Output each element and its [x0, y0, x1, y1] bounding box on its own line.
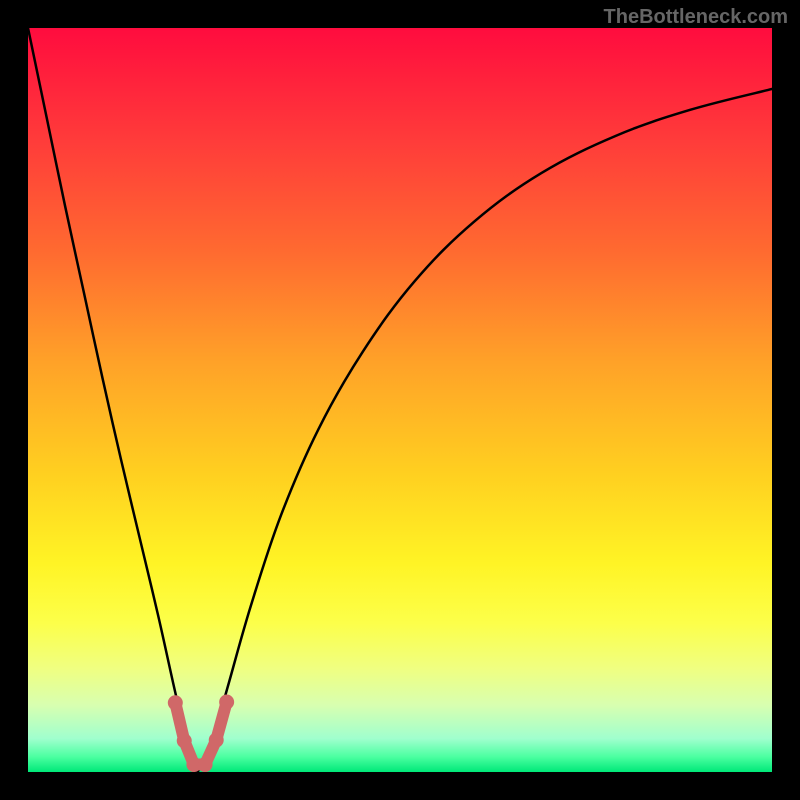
bottleneck-chart	[28, 28, 772, 772]
watermark-text: TheBottleneck.com	[604, 6, 788, 29]
curve-marker	[220, 695, 234, 709]
curve-marker	[177, 734, 191, 748]
curve-marker	[168, 696, 182, 710]
curve-marker	[209, 733, 223, 747]
chart-background	[28, 28, 772, 772]
curve-marker	[198, 758, 212, 772]
